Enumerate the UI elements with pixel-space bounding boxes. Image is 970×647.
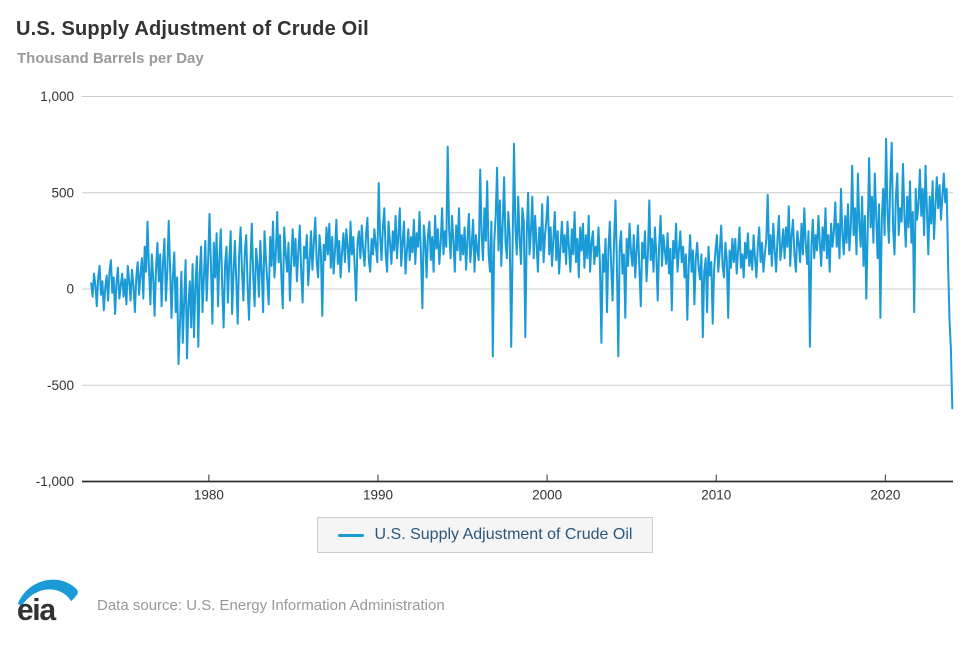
x-axis-tick-label: 2020 xyxy=(870,488,900,503)
legend-item-supply-adjustment[interactable]: U.S. Supply Adjustment of Crude Oil xyxy=(316,517,654,553)
x-axis-tick-label: 1980 xyxy=(194,488,224,503)
y-axis-tick-label: 500 xyxy=(51,185,74,200)
chart-title: U.S. Supply Adjustment of Crude Oil xyxy=(16,18,369,40)
eia-logo-text: eia xyxy=(17,594,56,623)
y-axis-tick-label: -500 xyxy=(47,378,74,393)
supply-adjustment-series-line xyxy=(90,137,954,410)
legend: U.S. Supply Adjustment of Crude Oil xyxy=(0,517,970,553)
legend-line-swatch xyxy=(337,533,364,537)
y-axis-tick-label: 1,000 xyxy=(40,89,74,104)
legend-label: U.S. Supply Adjustment of Crude Oil xyxy=(374,526,633,543)
x-axis-tick-label: 2010 xyxy=(701,488,731,503)
x-axis-tick-label: 2000 xyxy=(532,488,562,503)
eia-logo-swoosh-icon xyxy=(17,579,78,607)
y-axis-tick-label: 0 xyxy=(66,282,74,297)
chart-subtitle: Thousand Barrels per Day xyxy=(17,50,204,67)
x-axis-tick-label: 1990 xyxy=(363,488,393,503)
y-axis-tick-label: -1,000 xyxy=(36,474,74,489)
data-source-text: Data source: U.S. Energy Information Adm… xyxy=(97,597,445,614)
supply-adjustment-chart[interactable]: 1,000 500 0 -500 -1,000 1980 1990 2000 2010 2020 xyxy=(0,86,970,510)
footer: eia Data source: U.S. Energy Information… xyxy=(0,575,970,623)
eia-logo[interactable]: eia xyxy=(16,575,80,623)
